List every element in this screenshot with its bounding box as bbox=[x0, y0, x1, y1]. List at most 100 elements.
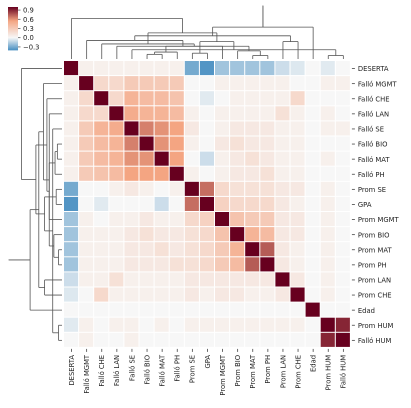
heatmap-cell bbox=[154, 196, 169, 211]
heatmap-cell bbox=[169, 272, 184, 287]
heatmap-cell bbox=[184, 257, 199, 272]
column-label: Prom MGMT bbox=[219, 354, 227, 396]
heatmap-cell bbox=[275, 76, 290, 91]
heatmap-cell bbox=[94, 61, 109, 76]
column-label: Falló PH bbox=[174, 355, 182, 382]
heatmap-cell bbox=[290, 272, 305, 287]
heatmap-cell bbox=[245, 106, 260, 121]
heatmap-cell bbox=[184, 272, 199, 287]
heatmap-cell bbox=[109, 181, 124, 196]
row-label: Falló LAN bbox=[358, 110, 389, 118]
heatmap-cell bbox=[305, 272, 320, 287]
heatmap-cell bbox=[199, 166, 214, 181]
row-label: Falló CHE bbox=[358, 95, 390, 103]
heatmap-cell bbox=[94, 91, 109, 106]
heatmap-cell bbox=[305, 121, 320, 136]
heatmap-cell bbox=[290, 317, 305, 332]
heatmap-cell bbox=[275, 151, 290, 166]
colorbar-segment bbox=[8, 39, 18, 41]
heatmap-cell bbox=[169, 287, 184, 302]
heatmap-cell bbox=[335, 212, 350, 227]
column-label: Prom SE bbox=[189, 355, 197, 383]
colorbar-segment bbox=[8, 41, 18, 43]
heatmap-cell bbox=[230, 166, 245, 181]
heatmap-cell bbox=[64, 317, 79, 332]
heatmap-cell bbox=[124, 287, 139, 302]
heatmap-cell bbox=[320, 227, 335, 242]
heatmap-cell bbox=[64, 196, 79, 211]
heatmap-cell bbox=[335, 257, 350, 272]
heatmap-cell bbox=[139, 317, 154, 332]
heatmap-cell bbox=[139, 227, 154, 242]
heatmap-cell bbox=[154, 91, 169, 106]
heatmap-cell bbox=[139, 151, 154, 166]
heatmap-cell bbox=[320, 272, 335, 287]
heatmap-cell bbox=[169, 166, 184, 181]
heatmap-cell bbox=[245, 272, 260, 287]
heatmap-cell bbox=[305, 166, 320, 181]
heatmap-cell bbox=[199, 332, 214, 347]
heatmap-cell bbox=[94, 166, 109, 181]
colorbar-tick-label: −0.3 bbox=[23, 43, 40, 51]
heatmap-cell bbox=[320, 181, 335, 196]
heatmap-cell bbox=[245, 332, 260, 347]
heatmap-cell bbox=[124, 76, 139, 91]
column-label: Falló MAT bbox=[159, 354, 167, 387]
column-label: Prom PH bbox=[264, 355, 272, 384]
heatmap-cell bbox=[94, 76, 109, 91]
colorbar-segment bbox=[8, 48, 18, 51]
heatmap-cell bbox=[245, 196, 260, 211]
heatmap-cell bbox=[109, 317, 124, 332]
heatmap-cell bbox=[64, 242, 79, 257]
heatmap-cell bbox=[169, 121, 184, 136]
colorbar-segment bbox=[8, 25, 18, 27]
heatmap-cell bbox=[184, 196, 199, 211]
heatmap-cell bbox=[94, 106, 109, 121]
heatmap-cell bbox=[64, 181, 79, 196]
heatmap-cell bbox=[260, 151, 275, 166]
heatmap-cell bbox=[124, 212, 139, 227]
heatmap-cell bbox=[230, 332, 245, 347]
heatmap-cell bbox=[64, 272, 79, 287]
heatmap-cell bbox=[139, 106, 154, 121]
row-label: Prom MAT bbox=[358, 246, 393, 254]
heatmap-cell bbox=[139, 91, 154, 106]
heatmap-cell bbox=[79, 212, 94, 227]
heatmap-cell bbox=[335, 317, 350, 332]
heatmap-cell bbox=[169, 61, 184, 76]
heatmap-cell bbox=[230, 317, 245, 332]
heatmap-cell bbox=[79, 317, 94, 332]
colorbar-segment bbox=[8, 30, 18, 33]
heatmap-cell bbox=[109, 196, 124, 211]
heatmap-cell bbox=[215, 91, 230, 106]
heatmap-cell bbox=[320, 212, 335, 227]
column-label: Prom HUM bbox=[325, 355, 333, 391]
heatmap-cell bbox=[169, 302, 184, 317]
heatmap-cell bbox=[335, 91, 350, 106]
colorbar: 0.90.60.30.0−0.3 bbox=[8, 7, 40, 51]
heatmap-cell bbox=[335, 227, 350, 242]
heatmap-cell bbox=[184, 166, 199, 181]
heatmap-cell bbox=[199, 121, 214, 136]
heatmap-cell bbox=[320, 76, 335, 91]
heatmap-cell bbox=[94, 151, 109, 166]
heatmap-cell bbox=[260, 287, 275, 302]
colorbar-tick-label: 0.0 bbox=[23, 34, 34, 42]
heatmap-cell bbox=[305, 287, 320, 302]
heatmap-cell bbox=[124, 151, 139, 166]
heatmap-cell bbox=[320, 166, 335, 181]
heatmap-cell bbox=[154, 302, 169, 317]
heatmap-cell bbox=[154, 136, 169, 151]
heatmap-cell bbox=[169, 181, 184, 196]
column-label: DESERTA bbox=[68, 355, 76, 386]
heatmap-cell bbox=[230, 257, 245, 272]
heatmap-cell bbox=[215, 121, 230, 136]
column-label: Falló HUM bbox=[340, 355, 348, 389]
colorbar-segment bbox=[8, 42, 18, 44]
heatmap-cell bbox=[94, 332, 109, 347]
heatmap-cell bbox=[199, 106, 214, 121]
heatmap-cell bbox=[245, 212, 260, 227]
heatmap-cell bbox=[94, 302, 109, 317]
heatmap-cell bbox=[230, 121, 245, 136]
